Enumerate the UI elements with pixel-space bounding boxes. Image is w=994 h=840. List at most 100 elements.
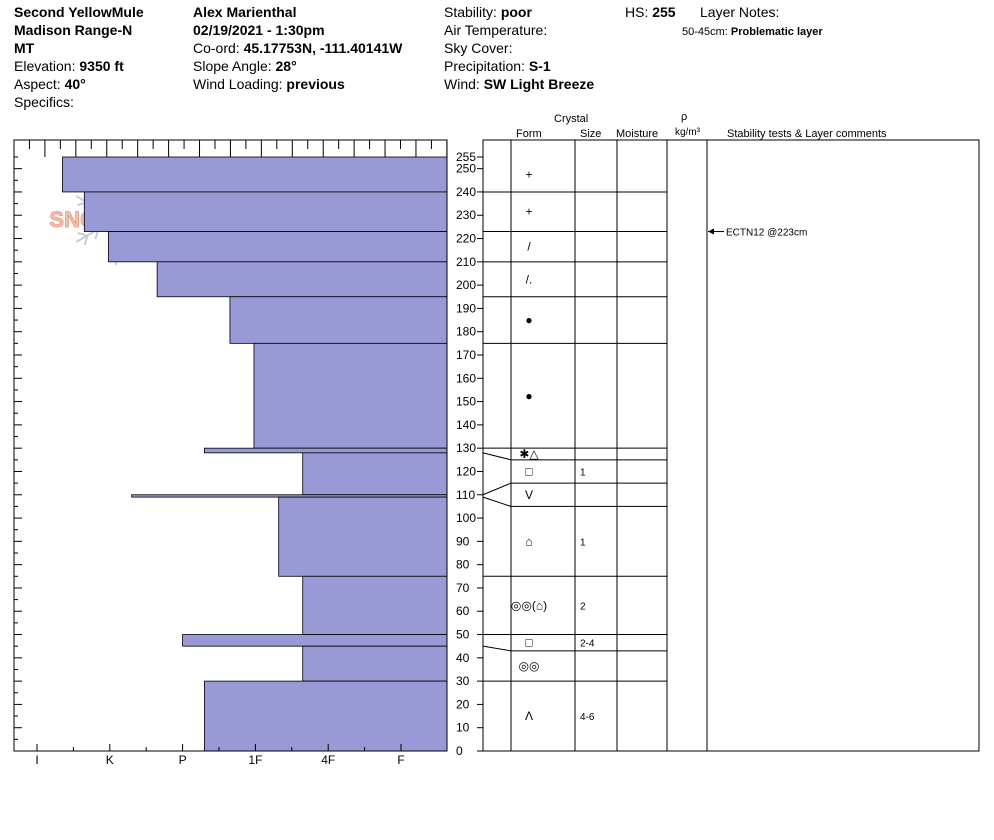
crystal-size: 2 <box>580 601 586 612</box>
test-arrow-head <box>708 228 714 235</box>
hardness-label: K <box>106 753 114 767</box>
observation-datetime: 02/19/2021 - 1:30pm <box>193 22 325 38</box>
crystal-form: /. <box>526 272 533 286</box>
crystal-form: ● <box>525 389 532 403</box>
depth-label: 130 <box>456 441 476 455</box>
hardness-bar <box>62 156 448 193</box>
depth-label: 0 <box>456 744 463 758</box>
hardness-bar <box>302 645 448 682</box>
snow-height: HS: 255 <box>625 4 676 20</box>
hardness-bar <box>156 261 448 298</box>
column-form: Form <box>516 128 542 140</box>
depth-label: 80 <box>456 558 470 572</box>
table-rows: + + / /. ● ● ✱△ □ 1 V ⌂ 1 ◎◎(⌂) 2 □ 2-4 ◎◎ Λ 4-6 <box>511 167 667 723</box>
depth-label: 140 <box>456 418 476 432</box>
left-ticks <box>14 156 22 752</box>
state: MT <box>14 40 35 56</box>
precipitation: Precipitation: S-1 <box>444 58 551 74</box>
layer-connector <box>482 496 512 507</box>
hardness-bar <box>107 231 448 263</box>
hardness-label: 1F <box>248 753 262 767</box>
depth-label: 255 <box>456 150 476 164</box>
depth-label: 160 <box>456 371 476 385</box>
crystal-form: + <box>525 167 532 181</box>
location-name: Second YellowMule <box>14 4 144 20</box>
layer-connector <box>482 482 512 496</box>
mountain-range: Madison Range-N <box>14 22 133 38</box>
snowflake-branch <box>77 232 88 237</box>
depth-label: 240 <box>456 185 476 199</box>
hardness-bar <box>302 452 448 496</box>
layer-notes-label: Layer Notes: <box>700 4 780 20</box>
specifics-label: Specifics: <box>14 94 74 110</box>
depth-label: 110 <box>456 488 475 502</box>
layer-connector <box>482 452 512 461</box>
depth-label: 50 <box>456 628 470 642</box>
depth-label: 180 <box>456 325 476 339</box>
hardness-label: P <box>179 753 187 767</box>
depth-label: 30 <box>456 674 470 688</box>
column-size: Size <box>580 128 602 140</box>
crystal-form: / <box>527 240 531 254</box>
observer: Alex Marienthal <box>193 4 297 20</box>
crystal-form: Λ <box>525 709 533 723</box>
table-frame <box>482 139 980 752</box>
crystal-form: ⌂ <box>525 534 532 548</box>
wind-loading: Wind Loading: previous <box>193 76 345 92</box>
hardness-bar <box>204 680 448 752</box>
crystal-form: ◎◎(⌂) <box>511 598 547 612</box>
hardness-bar <box>83 191 448 232</box>
slope-angle: Slope Angle: 28° <box>193 58 297 74</box>
depth-label: 100 <box>456 511 476 525</box>
hardness-bar <box>278 496 448 577</box>
hardness-bar <box>182 634 448 647</box>
depth-label: 90 <box>456 534 470 548</box>
sky-cover-label: Sky Cover: <box>444 40 513 56</box>
depth-label: 10 <box>456 721 470 735</box>
layer-connector <box>482 645 512 652</box>
depth-label: 230 <box>456 208 476 222</box>
crystal-form: ◎◎ <box>519 659 540 673</box>
column-density-unit: kg/m³ <box>675 127 700 138</box>
depth-label: 220 <box>456 232 476 246</box>
layer-note: 50-45cm: Problematic layer <box>682 26 823 38</box>
crystal-form: □ <box>525 636 532 650</box>
hardness-label: I <box>35 753 38 767</box>
aspect: Aspect: 40° <box>14 76 86 92</box>
hardness-axis-labels: I K P 1F 4F F <box>35 744 405 767</box>
layer-table <box>482 139 980 752</box>
top-ticks <box>13 140 448 157</box>
hardness-label: 4F <box>321 753 335 767</box>
depth-label: 210 <box>456 255 476 269</box>
column-comments: Stability tests & Layer comments <box>727 128 887 140</box>
coordinates: Co-ord: 45.17753N, -111.40141W <box>193 40 403 56</box>
air-temperature-label: Air Temperature: <box>444 22 548 38</box>
wind: Wind: SW Light Breeze <box>444 76 595 92</box>
column-rho: ρ <box>681 111 688 123</box>
crystal-form: ● <box>525 313 532 327</box>
stability-test-label: ECTN12 @223cm <box>726 228 807 239</box>
depth-label: 20 <box>456 697 470 711</box>
column-crystal: Crystal <box>554 113 589 125</box>
depth-axis: 0 10 20 30 40 50 60 70 80 90 100 110 120 130 140 150 160… <box>456 150 483 758</box>
crystal-size: 1 <box>580 537 586 548</box>
depth-label: 190 <box>456 301 476 315</box>
depth-label: 170 <box>456 348 476 362</box>
depth-label: 120 <box>456 464 476 478</box>
column-moisture: Moisture <box>616 128 659 140</box>
layer-connectors <box>482 191 512 682</box>
depth-label: 40 <box>456 651 470 665</box>
depth-label: 70 <box>456 581 470 595</box>
hardness-bar <box>204 447 448 454</box>
snowflake-branch <box>83 235 89 246</box>
stability: Stability: poor <box>444 4 532 20</box>
crystal-form: ✱△ <box>519 447 539 461</box>
hardness-bar <box>302 575 448 635</box>
hardness-bars <box>62 156 448 752</box>
depth-label: 200 <box>456 278 476 292</box>
hardness-label: F <box>397 753 404 767</box>
stability-tests: ECTN12 @223cm <box>708 228 807 239</box>
crystal-size: 2-4 <box>580 639 595 650</box>
depth-label: 250 <box>456 162 476 176</box>
crystal-form: □ <box>525 464 532 478</box>
